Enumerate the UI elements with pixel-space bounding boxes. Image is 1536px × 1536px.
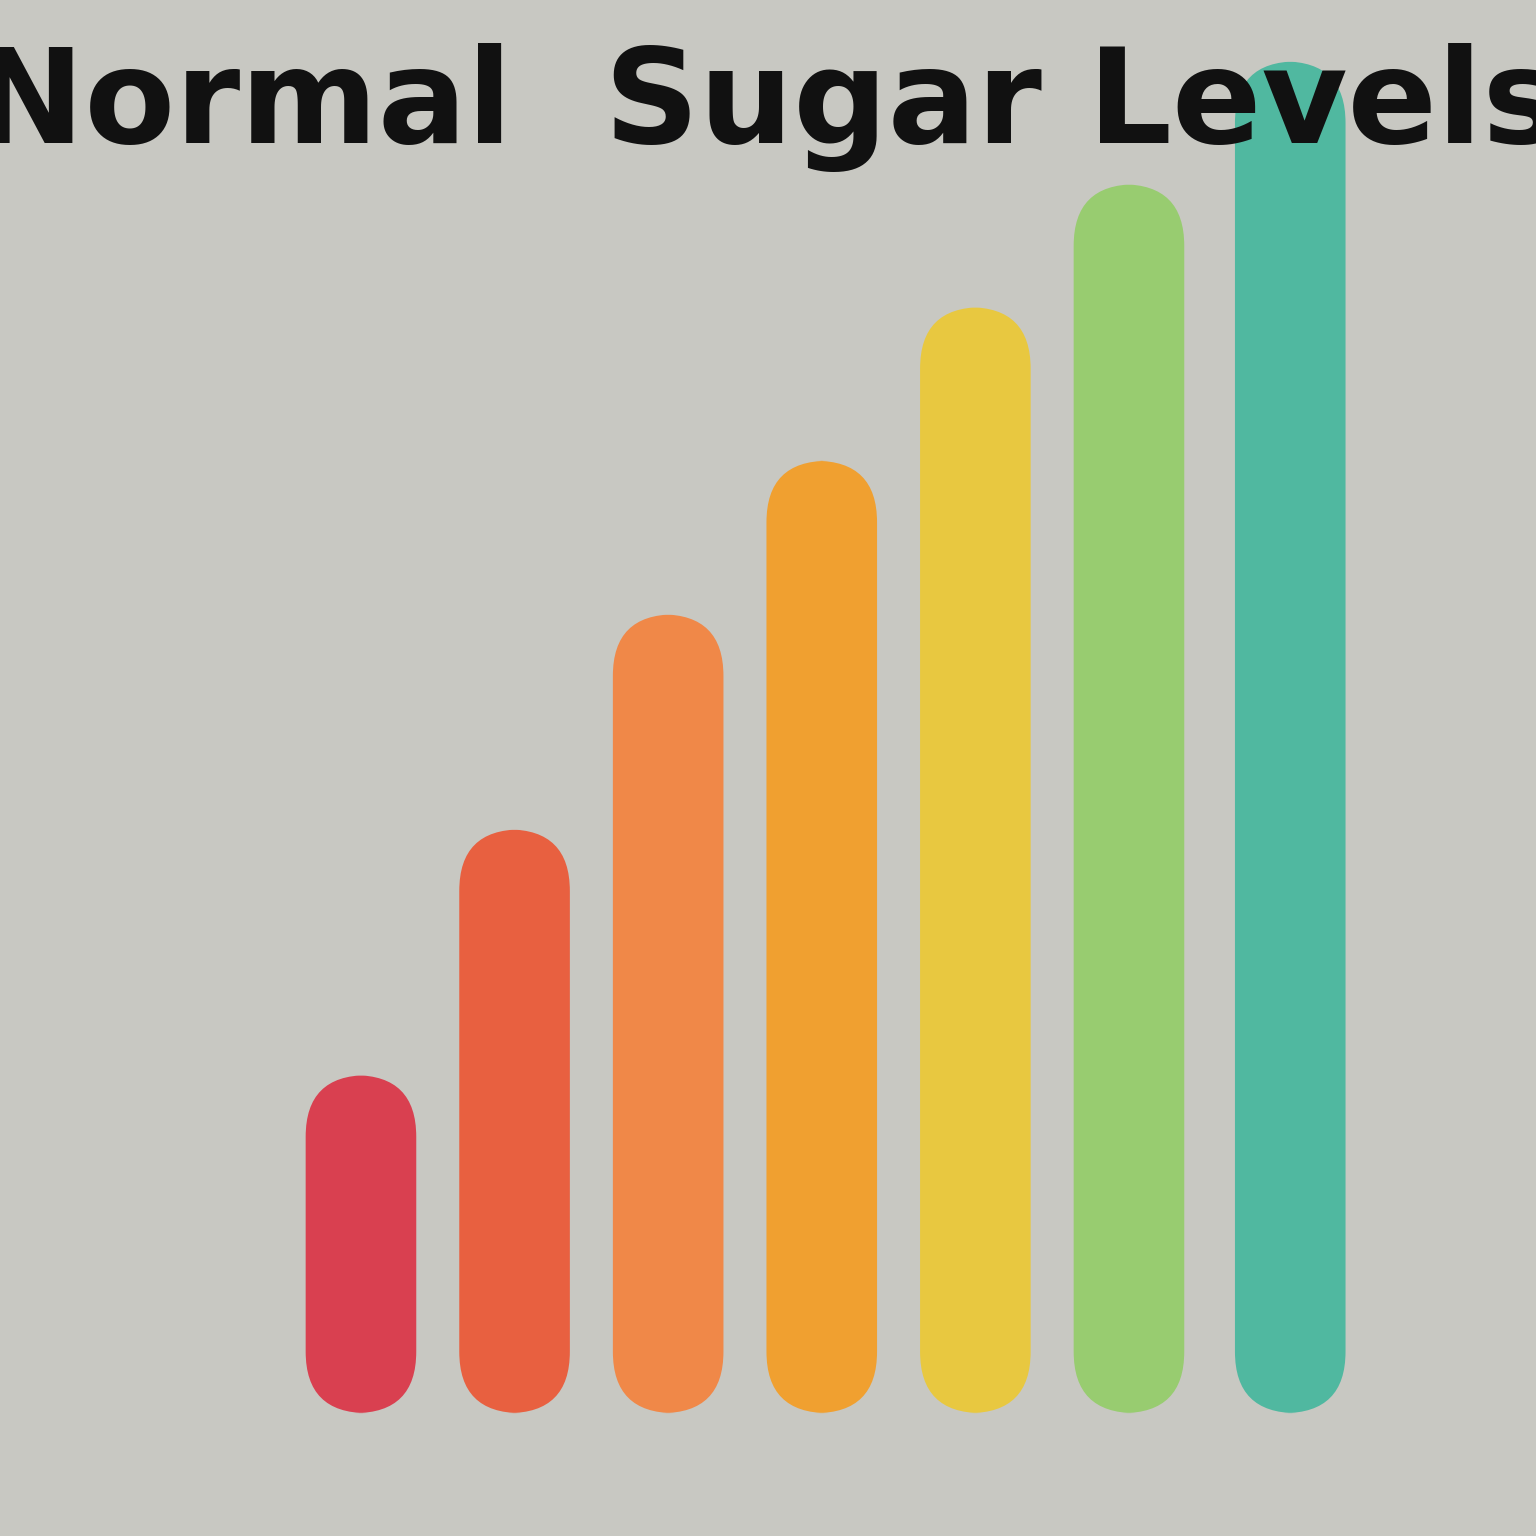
FancyBboxPatch shape bbox=[613, 614, 723, 1413]
FancyBboxPatch shape bbox=[459, 829, 570, 1413]
FancyBboxPatch shape bbox=[766, 461, 877, 1413]
FancyBboxPatch shape bbox=[1074, 184, 1184, 1413]
FancyBboxPatch shape bbox=[920, 307, 1031, 1413]
FancyBboxPatch shape bbox=[306, 1075, 416, 1413]
Text: Normal  Sugar Levels: Normal Sugar Levels bbox=[0, 43, 1536, 172]
FancyBboxPatch shape bbox=[1235, 61, 1346, 1413]
